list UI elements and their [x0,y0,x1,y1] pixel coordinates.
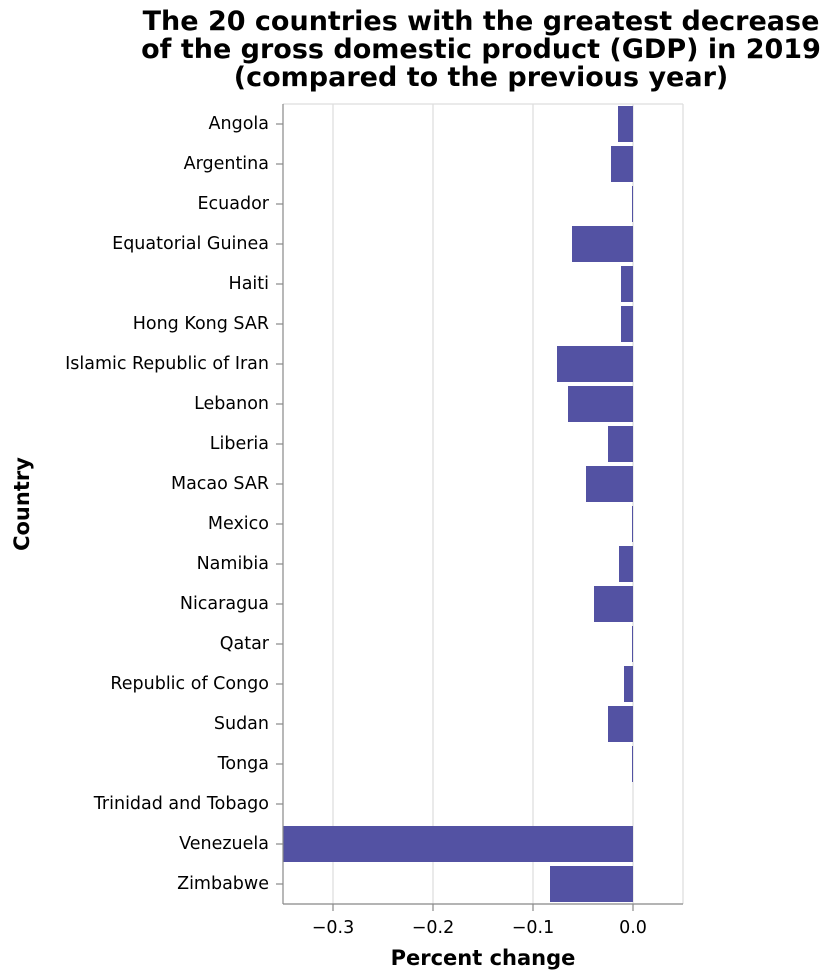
y-tick-label: Qatar [220,634,270,654]
bar-sudan [608,706,633,742]
bar-argentina [611,146,633,182]
bar-haiti [621,266,633,302]
y-tick-label: Angola [209,114,269,134]
y-tick-label: Equatorial Guinea [112,234,269,254]
bar-namibia [619,546,633,582]
bar-nicaragua [594,586,633,622]
y-tick-label: Sudan [214,714,269,734]
bar-lebanon [568,386,633,422]
bar-tonga [632,746,633,782]
y-tick-label: Macao SAR [171,474,269,494]
bar-mexico [632,506,633,542]
bar-republic-of-congo [624,666,633,702]
y-tick-label: Argentina [184,154,269,174]
y-tick-label: Liberia [210,434,269,454]
x-tick-label: −0.1 [512,918,555,938]
chart-title: The 20 countries with the greatest decre… [141,6,821,93]
bar-ecuador [632,186,633,222]
y-tick-label: Mexico [208,514,269,534]
chart-title-line-2: of the gross domestic product (GDP) in 2… [141,34,821,65]
bar-venezuela [283,826,633,862]
x-tick-label: −0.2 [412,918,455,938]
chart-title-line-1: The 20 countries with the greatest decre… [143,6,820,37]
y-tick-label: Nicaragua [180,594,269,614]
y-tick-label: Tonga [217,754,269,774]
y-tick-label: Namibia [197,554,269,574]
bar-islamic-republic-of-iran [557,346,633,382]
bar-qatar [632,626,633,662]
bar-hong-kong-sar [621,306,633,342]
y-tick-label: Hong Kong SAR [133,314,269,334]
y-tick-label: Trinidad and Tobago [93,794,269,814]
bar-equatorial-guinea [572,226,633,262]
bar-angola [618,106,633,142]
x-tick-label: 0.0 [619,918,647,938]
y-tick-label: Haiti [229,274,269,294]
y-tick-label: Ecuador [197,194,269,214]
y-tick-label: Zimbabwe [177,874,269,894]
gridlines [283,103,684,904]
axes: Angola Argentina Ecuador Equatorial Guinea H… [65,104,683,938]
x-axis-title: Percent change [391,946,576,970]
y-tick-label: Lebanon [194,394,269,414]
y-tick-label: Republic of Congo [110,674,269,694]
bar-liberia [608,426,633,462]
y-tick-label: Venezuela [179,834,269,854]
bars [283,106,633,902]
y-axis-title: Country [10,457,34,551]
bar-zimbabwe [550,866,633,902]
bar-macao-sar [586,466,633,502]
x-tick-label: −0.3 [312,918,355,938]
chart-title-line-3: (compared to the previous year) [234,62,728,93]
y-tick-label: Islamic Republic of Iran [65,354,269,374]
